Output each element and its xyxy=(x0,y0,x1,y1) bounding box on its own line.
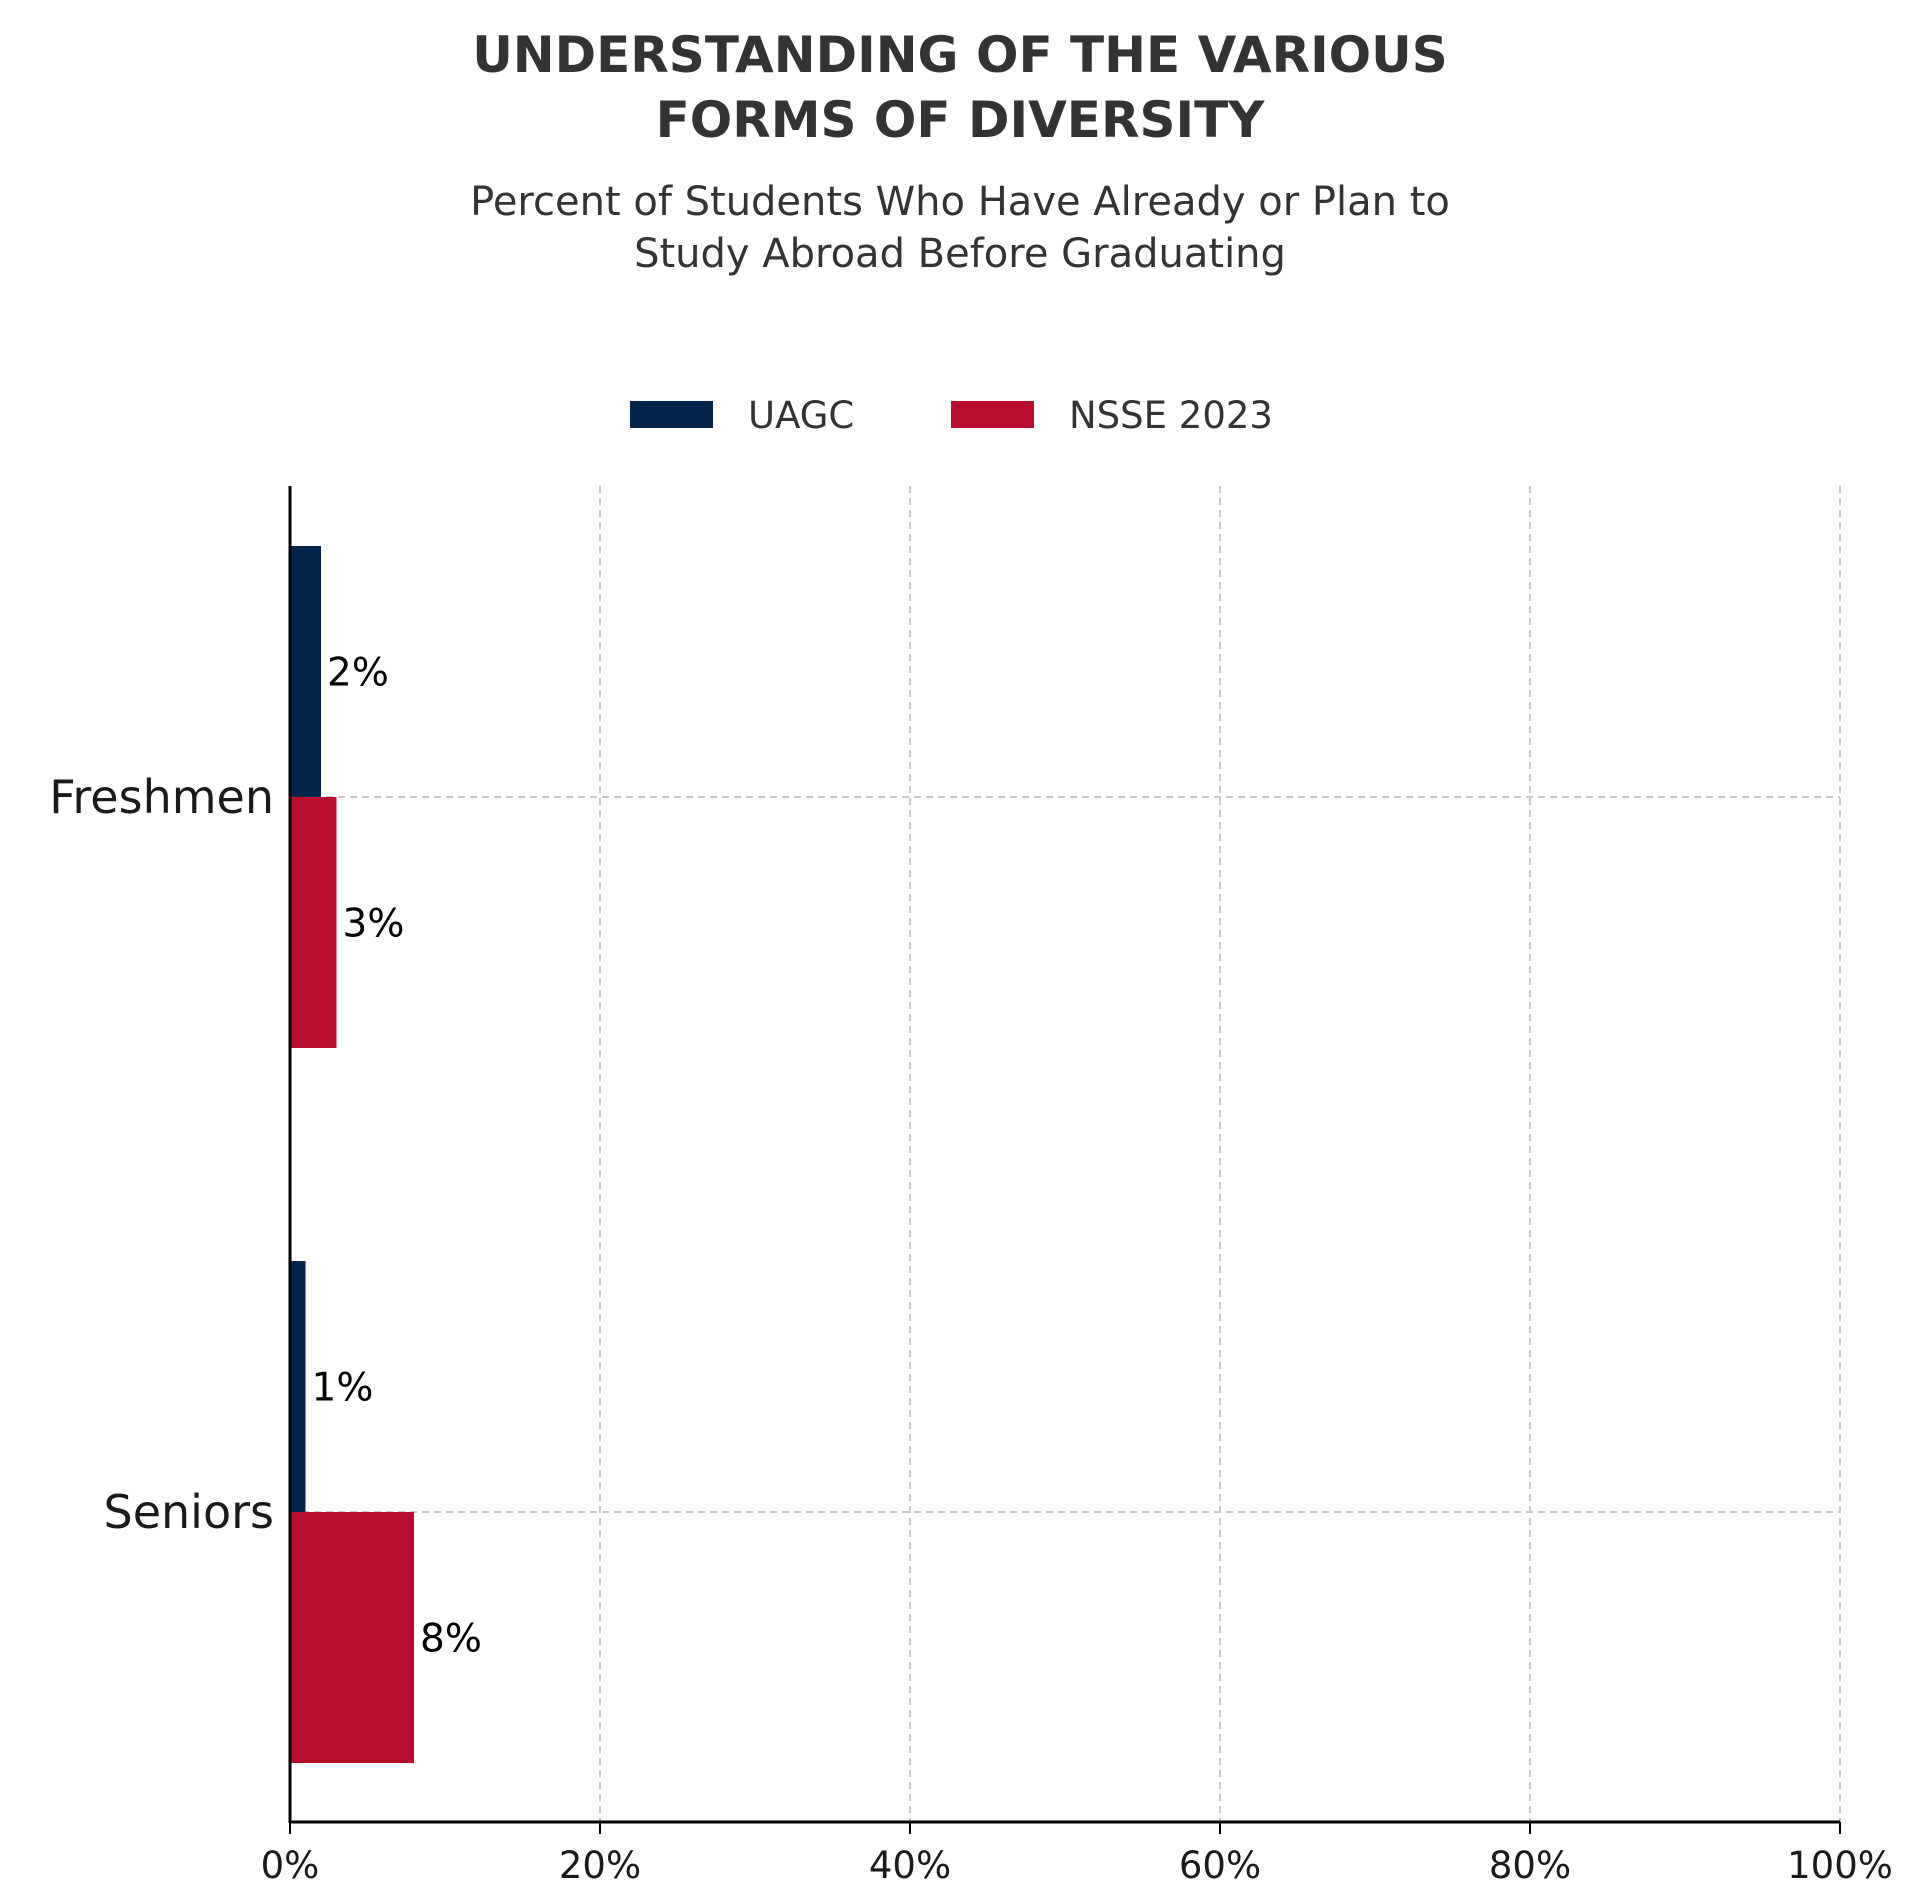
chart-subtitle: Percent of Students Who Have Already or … xyxy=(470,179,1450,277)
x-tick-label-0: 0% xyxy=(261,1844,320,1887)
chart-title-line-2: FORMS OF DIVERSITY xyxy=(656,91,1266,149)
bar-freshmen-uagc xyxy=(290,546,321,797)
chart-title: UNDERSTANDING OF THE VARIOUS FORMS OF DI… xyxy=(472,26,1448,149)
chart-subtitle-line-1: Percent of Students Who Have Already or … xyxy=(470,179,1450,225)
x-tick-label-60: 60% xyxy=(1179,1844,1261,1887)
data-labels: 2% 3% 1% 8% xyxy=(312,651,482,1662)
bar-freshmen-nsse-2023 xyxy=(290,797,337,1048)
legend: UAGC NSSE 2023 xyxy=(630,394,1273,437)
chart-subtitle-line-2: Study Abroad Before Graduating xyxy=(634,231,1286,277)
data-label-seniors-uagc: 1% xyxy=(312,1366,374,1411)
legend-label-nsse-2023: NSSE 2023 xyxy=(1069,394,1273,437)
data-label-freshmen-uagc: 2% xyxy=(327,651,389,696)
x-tick-label-20: 20% xyxy=(559,1844,641,1887)
x-tick-label-40: 40% xyxy=(869,1844,951,1887)
x-tick-label-80: 80% xyxy=(1489,1844,1571,1887)
y-axis-labels: Freshmen Seniors xyxy=(49,770,274,1539)
category-label-freshmen: Freshmen xyxy=(49,770,274,824)
bar-seniors-nsse-2023 xyxy=(290,1512,414,1763)
legend-swatch-nsse-2023 xyxy=(951,401,1034,428)
x-axis-ticks: 0% 20% 40% 60% 80% 100% xyxy=(261,1822,1893,1887)
bar-seniors-uagc xyxy=(290,1261,306,1512)
legend-label-uagc: UAGC xyxy=(748,394,854,437)
bars xyxy=(290,546,414,1763)
data-label-freshmen-nsse-2023: 3% xyxy=(343,902,405,947)
axes xyxy=(288,486,1840,1824)
x-tick-label-100: 100% xyxy=(1787,1844,1893,1887)
category-label-seniors: Seniors xyxy=(104,1485,274,1539)
grid xyxy=(290,486,1841,1822)
legend-swatch-uagc xyxy=(630,401,713,428)
chart-title-line-1: UNDERSTANDING OF THE VARIOUS xyxy=(472,26,1448,84)
data-label-seniors-nsse-2023: 8% xyxy=(420,1617,482,1662)
